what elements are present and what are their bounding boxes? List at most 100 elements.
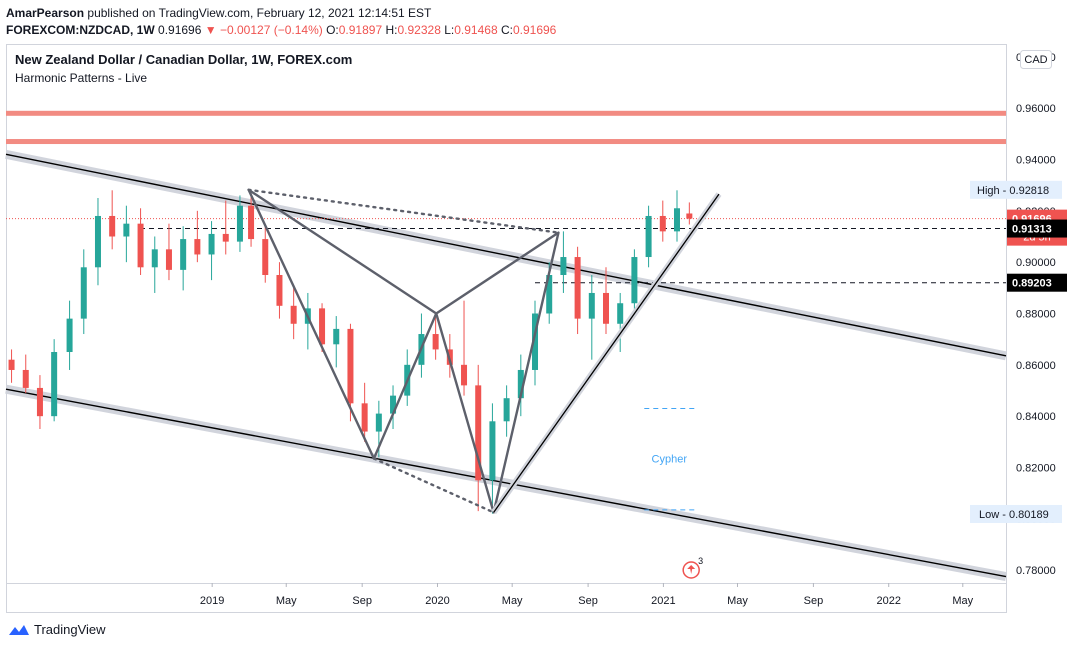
level1-tag-text: 0.91313 [1012,224,1052,236]
candle-body [645,215,652,258]
descending-channel[interactable] [5,149,1007,582]
candle-body [361,403,368,432]
y-tick-label: 0.82000 [1016,463,1056,475]
candle-18 [262,226,269,283]
candle-body [248,205,255,240]
candle-body [659,215,666,232]
symbol-line: FOREXCOM:NZDCAD, 1W 0.91696 ▼ −0.00127 (… [6,22,556,39]
candle-body [276,275,283,306]
candle-body [262,239,269,275]
resistance-zone [6,110,1006,145]
candle-41 [588,275,595,360]
candle-body [51,352,58,417]
candle-48 [686,202,693,225]
candle-body [151,249,158,268]
level2-tag-text: 0.89203 [1012,278,1052,290]
close-value: 0.91696 [512,23,557,37]
candle-9 [137,208,144,275]
candle-32 [461,300,468,396]
pattern-triangle-1 [247,188,438,460]
low-pill-text: Low - 0.80189 [979,509,1049,521]
candle-body [673,208,680,232]
candle-body [603,292,609,324]
symbol-name: FOREXCOM:NZDCAD, 1W [6,23,155,37]
candle-22 [319,303,326,352]
harmonic-pattern[interactable] [247,188,560,514]
candle-44 [631,249,638,314]
currency-label: CAD [1024,54,1047,66]
x-tick-label: Sep [352,595,372,607]
candle-body [22,369,29,388]
candle-36 [517,354,524,417]
candle-1 [22,354,29,394]
low-pill-bg [970,504,1062,523]
candle-43 [617,292,624,352]
candle-body [617,303,624,324]
candle-39 [560,231,567,293]
candle-25 [361,382,368,442]
pattern-dotted-0 [247,188,560,234]
candle-37 [532,300,539,386]
candle-body [222,233,229,242]
candle-body [94,215,101,268]
candle-11 [165,223,172,281]
chart-header: AmarPearson published on TradingView.com… [6,5,556,39]
tradingview-logo-icon [9,624,29,635]
candle-body [574,257,581,319]
chart-subtitle: Harmonic Patterns - Live [15,71,147,85]
candle-19 [276,262,283,319]
candle-body [347,328,354,404]
footer-brand[interactable]: TradingView [34,622,106,637]
y-tick-label: 0.96000 [1016,103,1056,115]
close-label: C: [500,23,513,37]
open-value: 0.91897 [338,23,383,37]
y-tick-label: 0.88000 [1016,309,1056,321]
axes: 0.980000.960000.940000.920000.900000.880… [200,52,1056,607]
pattern-triangle-2 [435,231,560,514]
candle-12 [180,226,187,291]
x-tick-label: Sep [578,595,598,607]
candle-body [66,318,73,352]
candle-30 [432,316,439,360]
candle-47 [673,190,680,242]
y-tick-label: 0.90000 [1016,257,1056,269]
trendline[interactable] [491,192,722,515]
author-line: AmarPearson published on TradingView.com… [6,5,556,22]
high-label: High - 0.92818 [970,180,1062,199]
candle-7 [109,190,116,250]
candle-body [208,233,215,255]
candle-27 [390,385,397,429]
candle-body [588,292,595,319]
x-tick-label: May [502,595,523,607]
candle-body [489,421,496,481]
candle-4 [66,300,73,370]
low-label: Low - 0.80189 [970,504,1062,523]
candle-body [236,205,243,242]
candle-body [180,239,187,270]
level1-tag-bg [1007,219,1067,238]
candle-body [475,385,482,481]
channel-line-lower [5,388,1007,578]
candle-body [560,257,567,275]
candle-body [390,395,397,414]
candle-body [432,334,439,350]
candle-42 [603,267,609,335]
resistance-level-0 [6,110,1006,116]
candle-body [165,249,172,270]
low-label: L: [444,23,455,37]
open-label: O: [326,23,339,37]
level2-tag: 0.89203 [1007,273,1067,292]
candle-45 [645,205,652,268]
price-change: −0.00127 (−0.14%) [219,23,323,37]
author-name[interactable]: AmarPearson [6,6,85,20]
candle-13 [194,210,201,263]
candle-46 [659,200,666,242]
candle-2 [36,375,43,429]
candle-body [290,305,297,324]
candle-17 [248,190,255,247]
candle-body [375,413,382,432]
event-leaf-icon [687,565,696,574]
currency-button[interactable]: CAD [1020,50,1052,69]
y-tick-label: 0.86000 [1016,360,1056,372]
